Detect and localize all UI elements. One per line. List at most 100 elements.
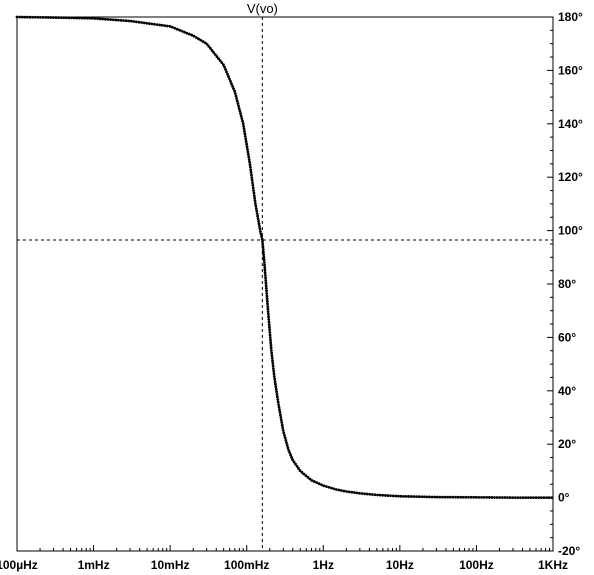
trace-point — [394, 494, 398, 498]
trace-point — [261, 245, 265, 249]
trace-point — [350, 490, 354, 494]
trace-point — [417, 495, 421, 499]
trace-point — [381, 493, 385, 497]
trace-point — [441, 495, 444, 499]
trace-point — [277, 403, 280, 407]
trace-point — [404, 495, 408, 498]
trace-point — [383, 494, 387, 497]
trace-point — [268, 330, 272, 334]
trace-point — [259, 232, 263, 236]
trace-point — [235, 99, 239, 103]
trace-point — [355, 491, 359, 495]
trace-point — [490, 496, 494, 499]
trace-point — [265, 299, 269, 303]
trace-point — [272, 372, 276, 376]
trace-point — [329, 486, 333, 490]
trace-point — [257, 222, 261, 226]
trace-point — [255, 212, 259, 215]
trace-point — [260, 237, 264, 241]
trace-point — [433, 495, 437, 499]
trace-point — [519, 496, 522, 499]
trace-point — [197, 37, 200, 41]
trace-point — [412, 495, 416, 498]
trace-point — [521, 496, 525, 499]
trace-point — [435, 495, 439, 499]
trace-point — [268, 333, 272, 337]
trace-point — [75, 16, 79, 20]
x-tick-label: 100Hz — [459, 558, 494, 572]
trace-point — [495, 496, 499, 499]
trace-point — [456, 495, 460, 499]
trace-point — [233, 92, 237, 95]
trace-point — [168, 24, 172, 28]
trace-point — [345, 490, 348, 493]
trace-point — [266, 305, 270, 308]
trace-point — [289, 453, 293, 457]
trace-point — [282, 431, 286, 435]
trace-point — [266, 310, 270, 314]
trace-point — [269, 346, 273, 350]
trace-point — [322, 484, 326, 488]
trace-point — [402, 494, 405, 498]
trace-point — [259, 230, 262, 233]
trace-point — [221, 63, 225, 67]
trace-point — [281, 426, 285, 430]
trace-point — [272, 374, 276, 378]
trace-point — [264, 279, 268, 282]
trace-point — [396, 494, 400, 498]
trace-point — [124, 19, 128, 23]
trace-point — [101, 17, 105, 21]
trace-point — [70, 16, 73, 20]
trace-point — [46, 16, 50, 19]
trace-point — [33, 15, 37, 19]
trace-point — [248, 165, 252, 169]
trace-point — [300, 470, 304, 474]
trace-point — [178, 28, 181, 32]
trace-point — [150, 22, 154, 26]
trace-point — [272, 367, 275, 371]
trace-point — [137, 20, 141, 24]
trace-label[interactable]: V(vo) — [247, 1, 278, 16]
trace-point — [247, 158, 251, 161]
trace-point — [116, 18, 120, 22]
trace-point — [386, 494, 390, 497]
trace-point — [18, 15, 21, 19]
trace-point — [547, 496, 551, 499]
trace-point — [273, 380, 277, 383]
trace-point — [262, 258, 266, 262]
y-tick-label: 80° — [558, 277, 576, 291]
trace-point — [264, 281, 268, 285]
trace-point — [247, 155, 251, 159]
trace-point — [526, 496, 530, 499]
trace-point — [163, 24, 167, 28]
trace-point — [261, 248, 265, 251]
trace-point — [260, 235, 263, 238]
trace-point — [77, 16, 81, 20]
trace-point — [288, 451, 292, 455]
y-tick-label: 160° — [558, 63, 583, 77]
trace-point — [266, 302, 269, 306]
trace-point — [83, 16, 86, 20]
trace-point — [264, 284, 268, 288]
trace-point — [487, 496, 491, 499]
trace-point — [443, 495, 447, 499]
trace-label-background — [244, 0, 281, 16]
trace-point — [233, 89, 236, 93]
trace-point — [119, 18, 123, 22]
trace-point — [279, 418, 283, 422]
trace-point — [238, 109, 242, 113]
trace-point — [270, 351, 274, 355]
trace-point — [147, 22, 151, 25]
trace-point — [192, 34, 196, 38]
trace-point — [217, 57, 220, 60]
y-tick-label: 120° — [558, 170, 583, 184]
trace-point — [438, 495, 442, 499]
trace-point — [199, 38, 203, 42]
trace-point — [268, 328, 272, 332]
trace-point — [64, 16, 68, 20]
trace-point — [31, 15, 34, 19]
trace-point — [51, 16, 55, 19]
trace-point — [315, 481, 319, 485]
trace-point — [360, 492, 364, 495]
trace-point — [142, 21, 146, 25]
